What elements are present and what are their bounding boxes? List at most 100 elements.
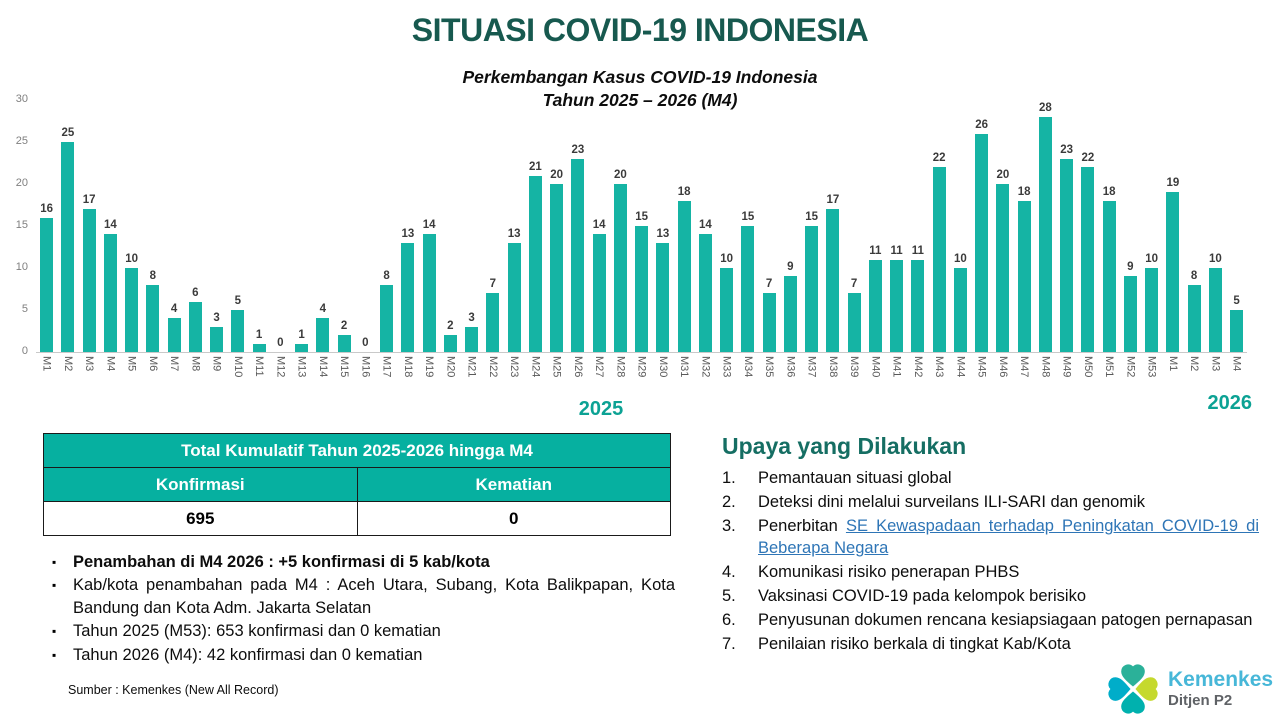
- bar-slot: 10 M53: [1141, 100, 1162, 377]
- bar-slot: 22 M43: [929, 100, 950, 377]
- x-tick-label: M11: [253, 356, 266, 377]
- effort-link[interactable]: SE Kewaspadaan terhadap Peningkatan COVI…: [758, 516, 1259, 557]
- x-tick-label: M46: [996, 356, 1009, 378]
- bar-value-label: 2: [340, 320, 348, 333]
- bar: [805, 226, 819, 352]
- bar-value-label: 10: [1208, 253, 1222, 265]
- table-value-konfirmasi: 695: [43, 501, 358, 536]
- bar-slot: 17 M38: [822, 100, 843, 377]
- bar: [210, 326, 224, 352]
- note-item: ▪ Tahun 2026 (M4): 42 konfirmasi dan 0 ke…: [43, 644, 675, 666]
- x-tick-label: M36: [784, 356, 797, 378]
- bar-slot: 1 M11: [249, 100, 270, 377]
- effort-number: 2.: [722, 492, 736, 511]
- bar-slot: 11 M40: [865, 100, 886, 377]
- bar-value-label: 14: [698, 219, 712, 232]
- bar-slot: 20 M46: [992, 100, 1013, 377]
- bar-plot: 16 M1 25 M2 17 M3 14 M4 10 M5 8 M6 4 M7 6 M8 3 M9 5 M10 1 M11…: [36, 100, 1247, 377]
- bar: [783, 276, 797, 352]
- x-tick-label: M53: [1145, 356, 1158, 378]
- logo-text: Kemenkes Ditjen P2: [1168, 669, 1273, 709]
- x-tick-label: M22: [486, 356, 499, 378]
- bullet-icon: ▪: [52, 555, 57, 569]
- effort-number: 6.: [722, 610, 736, 629]
- x-tick-label: M15: [338, 356, 351, 378]
- x-tick-label: M51: [1103, 356, 1116, 378]
- effort-text: Deteksi dini melalui surveilans ILI-SARI…: [758, 492, 1146, 511]
- y-tick-label: 15: [15, 219, 28, 231]
- table-header-konfirmasi: Konfirmasi: [43, 467, 358, 502]
- bar-value-label: 0: [362, 337, 369, 349]
- x-tick-label: M16: [359, 356, 372, 378]
- bar: [507, 242, 521, 352]
- effort-text: Penerbitan SE Kewaspadaan terhadap Penin…: [758, 516, 1259, 560]
- chart-title-line2: Tahun 2025 – 2026 (M4): [542, 89, 738, 110]
- bar: [443, 335, 457, 352]
- x-tick-label: M8: [189, 356, 202, 372]
- bar-slot: 19 M1: [1162, 100, 1183, 371]
- x-tick-label: M1: [1166, 356, 1179, 372]
- bullet-icon: ▪: [52, 647, 57, 662]
- bullet-icon: ▪: [52, 578, 57, 593]
- bar-value-label: 13: [401, 227, 415, 240]
- page-title: SITUASI COVID-19 INDONESIA: [411, 12, 869, 48]
- bar: [975, 133, 989, 352]
- x-tick-label: M27: [593, 356, 606, 378]
- bar: [635, 226, 649, 352]
- bar-slot: 8 M17: [376, 100, 397, 377]
- bar-slot: 0 M16: [355, 100, 376, 377]
- x-tick-label: M14: [316, 356, 329, 378]
- bar-slot: 5 M4: [1226, 100, 1247, 371]
- bar-value-label: 9: [1127, 261, 1134, 274]
- bar-value-label: 8: [1190, 269, 1198, 282]
- bar-value-label: 3: [468, 311, 475, 324]
- effort-number: 7.: [722, 634, 736, 653]
- bar-slot: 1 M13: [291, 100, 312, 377]
- bar-value-label: 13: [656, 227, 670, 240]
- chart-title: Perkembangan Kasus COVID-19 Indonesia Ta…: [0, 66, 1280, 112]
- bar-value-label: 11: [911, 244, 924, 257]
- bar-slot: 23 M26: [567, 100, 588, 377]
- table-value-kematian: 0: [356, 501, 671, 536]
- effort-item: 6. Penyusunan dokumen rencana kesiapsiaga…: [722, 610, 1259, 632]
- bar-chart: 0 5 10 15 20 25 30 16 M1 25 M2 17 M3 14 M4 10 M5 8 M6 4 M7 6…: [15, 93, 1252, 420]
- y-tick-label: 5: [21, 303, 28, 315]
- bar-value-label: 25: [61, 127, 75, 139]
- x-tick-label: M25: [550, 356, 563, 378]
- bar-slot: 22 M50: [1077, 100, 1098, 377]
- effort-text-prefix: Penerbitan: [758, 516, 846, 535]
- bar-slot: 9 M52: [1120, 100, 1141, 377]
- bar-slot: 18 M31: [674, 100, 695, 377]
- bar: [953, 268, 967, 352]
- bar-slot: 11 M42: [907, 100, 928, 377]
- bar-value-label: 5: [234, 295, 242, 307]
- x-tick-label: M7: [168, 356, 181, 372]
- bar: [656, 242, 670, 352]
- bar-value-label: 20: [613, 169, 627, 181]
- year-label-2025: 2025: [578, 398, 624, 420]
- bar: [1230, 310, 1244, 352]
- bar-slot: 17 M3: [79, 100, 100, 371]
- bar-value-label: 20: [550, 169, 564, 181]
- bar: [677, 200, 691, 352]
- x-tick-label: M44: [954, 356, 967, 378]
- bar-slot: 3 M21: [461, 100, 482, 377]
- bar-slot: 3 M9: [206, 100, 227, 371]
- bar: [146, 284, 160, 352]
- note-text: Tahun 2025 (M53): 653 konfirmasi dan 0 k…: [73, 622, 441, 641]
- bar-slot: 23 M49: [1056, 100, 1077, 377]
- bar-slot: 21 M24: [525, 100, 546, 377]
- bar: [252, 343, 266, 352]
- bar-slot: 7 M35: [759, 100, 780, 377]
- chart-title-line1: Perkembangan Kasus COVID-19 Indonesia: [462, 67, 818, 87]
- bar-value-label: 14: [103, 219, 117, 232]
- table-title: Total Kumulatif Tahun 2025-2026 hingga M…: [43, 433, 671, 468]
- bar: [911, 259, 925, 352]
- effort-item: 7. Penilaian risiko berkala di tingkat Ka…: [722, 634, 1259, 656]
- x-tick-label: M2: [61, 356, 74, 372]
- effort-text: Penilaian risiko berkala di tingkat Kab/…: [758, 634, 1071, 653]
- bar-slot: 25 M2: [57, 100, 78, 371]
- bar-slot: 20 M25: [546, 100, 567, 377]
- bar-value-label: 10: [1145, 253, 1159, 265]
- bar: [401, 242, 415, 352]
